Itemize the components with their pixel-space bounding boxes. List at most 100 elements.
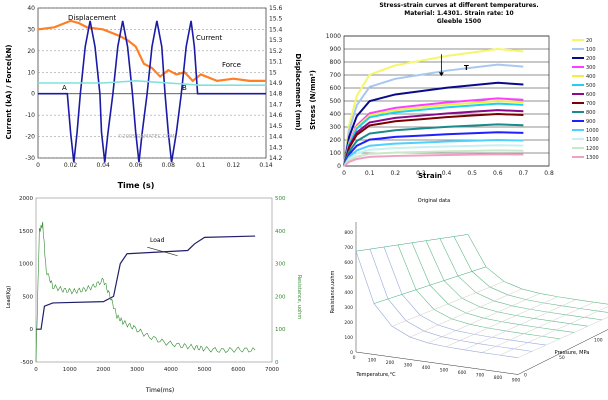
chart2-ytick: 800 (330, 59, 342, 66)
chart2-series-1200 (343, 149, 524, 167)
chart3-ytick-right: 300 (275, 262, 286, 268)
chart4-ylabel: Pressure, MPa (555, 350, 590, 356)
chart4-mesh-line (425, 240, 589, 327)
chart4-mesh-line (439, 238, 603, 321)
chart2-xtick: 0.7 (519, 170, 529, 177)
chart3-ytick-left: 1500 (19, 229, 33, 235)
chart3-series (35, 221, 256, 363)
chart4-mesh-line (517, 316, 608, 358)
chart2-ytick: 500 (330, 98, 342, 105)
chart2-ytick: 300 (330, 124, 342, 131)
chart1-ticks: -30 -20 -10 0 10 20 30 40 0 0.02 0.04 0.06 0.08 0.1 0.… (25, 5, 282, 169)
chart4-mesh-line (467, 234, 608, 305)
chart1-ytick-right: 15.2 (269, 48, 283, 55)
chart1-ytick-left: -10 (25, 112, 35, 119)
chart2-xtick: 0.8 (544, 170, 554, 177)
chart1-xtick: 0.06 (129, 162, 143, 169)
chart3-series-resistance (35, 221, 256, 363)
chart1-xtick: 0.14 (259, 162, 273, 169)
chart4-xtick: 800 (494, 375, 503, 381)
chart1-xtick: 0.02 (64, 162, 78, 169)
chart1-ytick-right: 15.4 (269, 26, 283, 33)
legend-label-1200: 1200 (586, 146, 599, 152)
chart2-legend: 20 100 200 300 400 500 600 700 800 900 1000 1100 120… (572, 38, 599, 161)
legend-label-700: 700 (586, 101, 596, 107)
chart2-ytick: 1000 (326, 33, 341, 40)
chart1-xlabel: Time (s) (118, 181, 155, 190)
chart2-xtick: 0.4 (442, 170, 452, 177)
chart4-ztick: 400 (344, 290, 353, 296)
chart1-ytick-right: 14.2 (269, 155, 283, 162)
chart3-ytick-right: 200 (275, 294, 286, 300)
chart3-ylabel-right: Resistance, uohm (296, 275, 302, 320)
chart4-x-axis (355, 351, 519, 375)
chart4-y-axis (517, 329, 608, 375)
chart2-series-900 (343, 131, 524, 167)
chart2-ytick: 900 (330, 46, 342, 53)
chart2-xtick: 0.6 (493, 170, 503, 177)
chart1-xtick: 0 (36, 162, 40, 169)
chart1-ytick-right: 14.4 (269, 134, 283, 141)
chart3-xtick: 4000 (164, 367, 178, 373)
chart3-ytick-left: -500 (21, 360, 34, 366)
chart4-ytick: 0 (524, 373, 527, 379)
chart1-ytick-left: 20 (27, 48, 35, 55)
chart4-mesh-line (391, 281, 505, 327)
chart4-ztick: 700 (344, 245, 353, 251)
chart3-series-load (36, 235, 256, 330)
chart4-mesh-line (355, 234, 469, 252)
chart2-ytick: 700 (330, 72, 342, 79)
chart1-svg: -30 -20 -10 0 10 20 30 40 0 0.02 0.04 0.06 0.08 0.1 0.… (5, 5, 302, 190)
chart1-series-displacement (37, 19, 266, 83)
chart1-ytick-left: 40 (27, 5, 35, 12)
chart1-ylabel-right: Displacement (mm) (294, 53, 302, 130)
chart4-mesh (355, 222, 608, 375)
chart4-xtick: 600 (458, 370, 467, 376)
chart1-ytick-left: 30 (27, 26, 35, 33)
chart4-mesh-line (499, 306, 608, 356)
chart2-xtick: 0.2 (390, 170, 400, 177)
chart4-mesh-line (373, 266, 487, 304)
chart2-ytick: 100 (330, 150, 342, 157)
chart2-annotation-t: T (464, 64, 469, 72)
chart1-ytick-right: 15.1 (269, 59, 283, 66)
annotation-force: Force (222, 61, 241, 69)
legend-label-100: 100 (586, 47, 596, 53)
chart3-ytick-right: 0 (275, 360, 279, 366)
chart4-ztick: 100 (344, 335, 353, 341)
legend-label-1100: 1100 (586, 137, 599, 143)
chart1-xtick: 0.08 (162, 162, 176, 169)
chart2-annotation-arrowhead (438, 72, 444, 77)
chart1-ytick-right: 14.3 (269, 144, 283, 151)
chart2-series-700 (343, 112, 524, 167)
chart4-mesh-line (453, 236, 608, 313)
chart3-ytick-right: 400 (275, 229, 286, 235)
chart4-xtick: 100 (368, 358, 377, 364)
chart1-xtick: 0.04 (96, 162, 110, 169)
chart4-mesh-line (383, 246, 547, 346)
chart1-ylabel-left: Current (kA) / Force(kN) (5, 44, 13, 139)
chart4-xtick: 900 (512, 378, 521, 384)
chart4-zlabel: Resistance,uohm (330, 270, 336, 313)
chart2-series-1300 (343, 153, 524, 167)
chart3-ytick-left: 500 (23, 294, 34, 300)
chart4-svg: Original data 01002003004005006007008000… (330, 198, 608, 384)
chart1-ytick-left: 10 (27, 69, 35, 76)
chart2-xtick: 0.1 (365, 170, 375, 177)
annotation-displacement: Displacement (68, 14, 116, 22)
chart3-xtick: 6000 (231, 367, 245, 373)
chart3-xtick: 7000 (265, 367, 279, 373)
chart2-ytick: 400 (330, 111, 342, 118)
chart1-series (37, 19, 266, 163)
chart4-ztick: 0 (350, 350, 353, 356)
chart3-xtick: 2000 (96, 367, 110, 373)
chart-current-force-displacement: -30 -20 -10 0 10 20 30 40 0 0.02 0.04 0.06 0.08 0.1 0.… (0, 0, 304, 192)
chart4-ztick: 500 (344, 275, 353, 281)
chart3-ytick-left: 0 (30, 327, 34, 333)
chart4-mesh-line (397, 244, 561, 340)
legend-label-200: 200 (586, 56, 596, 62)
chart3-ytick-right: 500 (275, 196, 286, 202)
chart4-ztick: 600 (344, 260, 353, 266)
